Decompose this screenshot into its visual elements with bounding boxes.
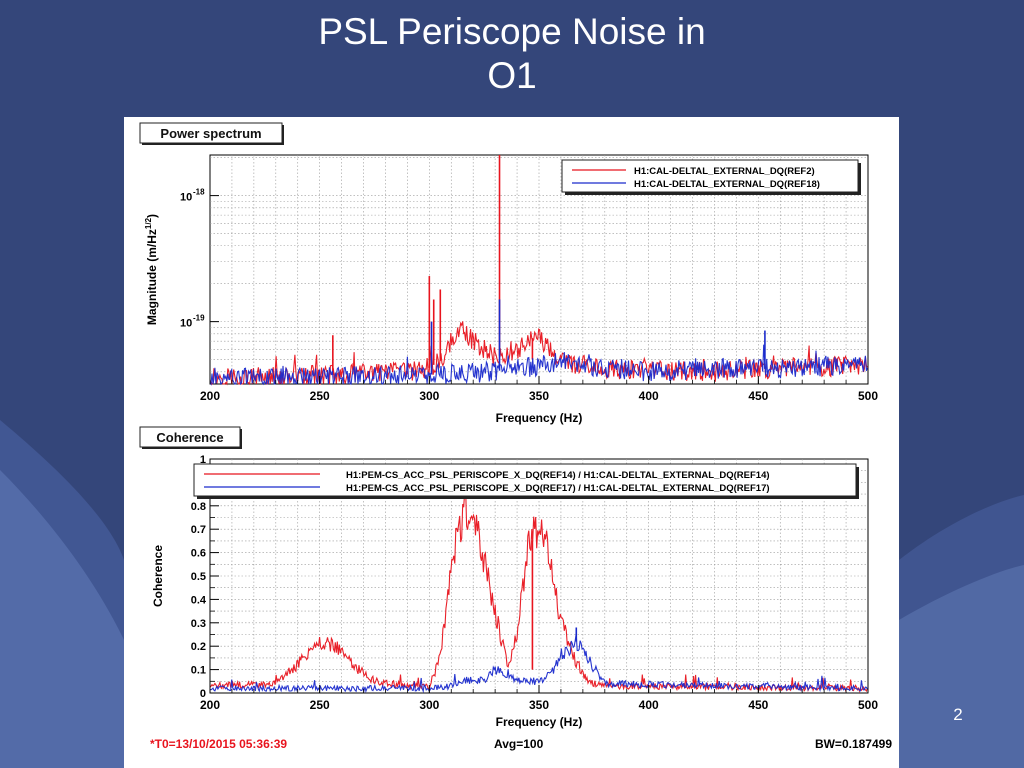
- y-tick-label: 0.4: [191, 594, 207, 606]
- x-axis-label: Frequency (Hz): [496, 715, 583, 729]
- slide-title: PSL Periscope Noise in O1: [262, 10, 762, 98]
- y-tick-label: 0.1: [191, 665, 206, 677]
- chart-title: Power spectrum: [160, 126, 261, 141]
- x-tick-label: 500: [858, 389, 878, 403]
- x-tick-label: 400: [639, 389, 659, 403]
- x-tick-label: 250: [310, 698, 330, 712]
- y-axis-label: Magnitude (m/Hz1/2): [144, 214, 159, 325]
- x-tick-label: 250: [310, 389, 330, 403]
- series-line-2: [209, 344, 868, 386]
- right-swoosh-decoration: [899, 495, 1024, 768]
- y-tick-label: 10: [180, 318, 192, 330]
- chart-panel-1: Power spectrum 200 250 300 350 400 450 500 Frequ…: [139, 122, 878, 425]
- x-tick-label: 350: [529, 389, 549, 403]
- x-tick-label: 400: [639, 698, 659, 712]
- y-tick-exponent: -18: [193, 188, 205, 197]
- x-tick-label: 500: [858, 698, 878, 712]
- legend: H1:PEM-CS_ACC_PSL_PERISCOPE_X_DQ(REF14) …: [193, 463, 859, 499]
- y-tick-exponent: -19: [193, 314, 205, 323]
- figure-svg: Power spectrum 200 250 300 350 400 450 500 Frequ…: [139, 122, 892, 751]
- y-tick-label: 0: [200, 688, 206, 700]
- x-tick-label: 200: [200, 389, 220, 403]
- y-tick-label: 0.6: [191, 548, 206, 560]
- y-tick-label: 10: [180, 192, 192, 204]
- footer-bw: BW=0.187499: [815, 737, 892, 751]
- y-axis-label: Coherence: [151, 545, 165, 607]
- legend-entry-1: H1:PEM-CS_ACC_PSL_PERISCOPE_X_DQ(REF14) …: [346, 470, 770, 481]
- x-tick-label: 350: [529, 698, 549, 712]
- figure-footer: *T0=13/10/2015 05:36:39 Avg=100 BW=0.18749…: [150, 737, 892, 751]
- y-tick-label: 0.3: [191, 618, 206, 630]
- x-axis-label: Frequency (Hz): [496, 411, 583, 425]
- legend-entry-2: H1:PEM-CS_ACC_PSL_PERISCOPE_X_DQ(REF17) …: [346, 483, 770, 494]
- page-number: 2: [953, 705, 963, 724]
- x-tick-label: 450: [748, 698, 768, 712]
- footer-avg: Avg=100: [494, 737, 544, 751]
- x-tick-label: 300: [419, 698, 439, 712]
- slide-title-line-1: PSL Periscope Noise in: [318, 11, 706, 52]
- x-tick-label: 200: [200, 698, 220, 712]
- chart-panel-2: Coherence 200 250 300 350 400 450 500 Frequency …: [139, 426, 878, 729]
- legend-entry-1: H1:CAL-DELTAL_EXTERNAL_DQ(REF2): [634, 166, 815, 177]
- footer-t0: *T0=13/10/2015 05:36:39: [150, 737, 287, 751]
- left-swoosh-decoration: [0, 420, 124, 768]
- figure-panel: Power spectrum 200 250 300 350 400 450 500 Frequ…: [124, 117, 899, 768]
- legend: H1:CAL-DELTAL_EXTERNAL_DQ(REF2) H1:CAL-DE…: [561, 159, 861, 195]
- slide-title-line-2: O1: [487, 55, 537, 96]
- y-tick-label: 0.8: [191, 501, 206, 513]
- legend-entry-2: H1:CAL-DELTAL_EXTERNAL_DQ(REF18): [634, 179, 820, 190]
- y-tick-label: 0.2: [191, 641, 206, 653]
- x-tick-label: 300: [419, 389, 439, 403]
- x-tick-label: 450: [748, 389, 768, 403]
- y-tick-label: 0.7: [191, 524, 206, 536]
- series-line-1: [209, 486, 868, 693]
- y-tick-label: 0.5: [191, 571, 206, 583]
- chart-title: Coherence: [156, 430, 223, 445]
- y-tick-label: 1: [200, 454, 206, 466]
